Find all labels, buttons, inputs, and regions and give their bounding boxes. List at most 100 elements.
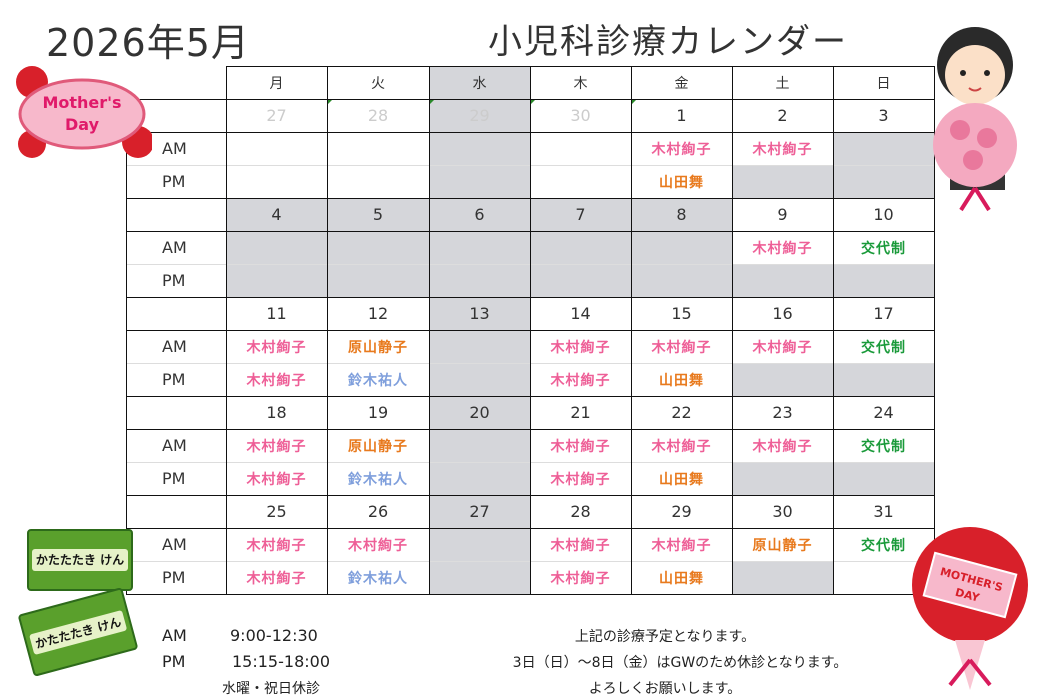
am-slot: 木村絢子	[550, 438, 611, 455]
pm-slot	[226, 165, 327, 198]
am-slot	[429, 330, 530, 363]
grid-line	[732, 66, 733, 594]
pm-slot: 山田舞	[659, 174, 704, 191]
month-title: 2026年5月	[46, 21, 250, 65]
grid-line	[833, 66, 834, 594]
am-slot	[631, 231, 732, 264]
date-cell: 19	[367, 403, 389, 422]
mothers-day-bouquet-image: MOTHER'S DAY	[900, 525, 1040, 695]
am-slot	[429, 231, 530, 264]
date-cell: 28	[570, 502, 591, 521]
date-cell: 29	[671, 502, 692, 521]
pm-slot: 木村絢子	[246, 471, 307, 488]
am-slot: 木村絢子	[246, 438, 307, 455]
am-row-label: AM	[162, 337, 187, 356]
grid-line	[327, 66, 328, 594]
am-slot: 交代制	[861, 339, 906, 356]
am-hours: 9:00-12:30	[230, 626, 318, 645]
am-slot: 木村絢子	[550, 537, 611, 554]
am-slot: 木村絢子	[651, 438, 712, 455]
pm-slot	[732, 363, 833, 396]
am-slot	[226, 132, 327, 165]
pm-slot: 鈴木祐人	[348, 570, 408, 587]
pm-slot	[327, 165, 429, 198]
closed-days-note: 水曜・祝日休診	[222, 681, 320, 697]
grid-line	[126, 594, 934, 595]
am-slot	[429, 132, 530, 165]
date-cell: 30	[772, 502, 793, 521]
pm-slot: 木村絢子	[246, 372, 307, 389]
am-label: AM	[162, 626, 187, 645]
am-slot: 木村絢子	[246, 339, 307, 356]
svg-text:DAY: DAY	[954, 586, 982, 605]
date-cell: 9	[777, 205, 788, 224]
pm-slot: 鈴木祐人	[348, 471, 408, 488]
date-cell: 7	[530, 198, 631, 231]
date-cell: 12	[367, 304, 389, 323]
date-cell: 27	[266, 106, 287, 125]
am-row-label: AM	[162, 238, 187, 257]
grid-line	[631, 66, 632, 594]
am-row-label: AM	[162, 535, 187, 554]
pm-label: PM	[162, 652, 186, 671]
am-slot	[833, 132, 934, 165]
pm-slot	[732, 165, 833, 198]
am-slot: 木村絢子	[348, 537, 408, 554]
date-cell: 6	[429, 198, 530, 231]
am-slot	[429, 429, 530, 462]
pm-slot: 山田舞	[659, 471, 704, 488]
grid-line	[226, 66, 227, 594]
pm-slot	[429, 264, 530, 297]
weekday-header: 水	[429, 66, 530, 99]
am-slot: 木村絢子	[651, 339, 712, 356]
ticket-text: かたたたき けん	[28, 609, 128, 655]
date-cell: 16	[772, 304, 793, 323]
am-slot	[429, 528, 530, 561]
date-cell: 11	[266, 304, 287, 323]
am-slot: 木村絢子	[651, 141, 712, 158]
comment-marker	[530, 99, 536, 105]
am-slot: 交代制	[861, 240, 906, 257]
grid-line	[226, 66, 934, 67]
date-cell: 2	[777, 106, 788, 125]
pm-slot: 山田舞	[659, 372, 704, 389]
pm-slot	[530, 165, 631, 198]
weekday-header: 土	[775, 75, 790, 92]
weekday-header: 木	[573, 75, 588, 92]
pm-slot	[833, 363, 934, 396]
comment-marker	[631, 99, 637, 105]
am-slot: 木村絢子	[752, 339, 813, 356]
pm-slot: 木村絢子	[550, 372, 611, 389]
pm-slot: 鈴木祐人	[348, 372, 408, 389]
date-cell: 21	[570, 403, 591, 422]
date-cell: 15	[671, 304, 692, 323]
am-slot: 木村絢子	[246, 537, 307, 554]
pm-slot	[732, 264, 833, 297]
schedule-note: 上記の診療予定となります。	[574, 629, 756, 645]
pm-slot	[429, 165, 530, 198]
am-row-label: AM	[162, 436, 187, 455]
pm-slot	[327, 264, 429, 297]
pm-slot	[226, 264, 327, 297]
date-cell: 22	[671, 403, 692, 422]
pm-slot: 木村絢子	[246, 570, 307, 587]
am-slot	[226, 231, 327, 264]
am-slot: 交代制	[861, 438, 906, 455]
comment-marker	[327, 99, 333, 105]
pm-slot	[429, 462, 530, 495]
pm-row-label: PM	[162, 172, 186, 191]
date-cell: 28	[367, 106, 389, 125]
pm-slot	[833, 165, 934, 198]
am-slot: 木村絢子	[651, 537, 712, 554]
comment-marker	[429, 99, 435, 105]
pm-slot	[429, 363, 530, 396]
mothers-day-badge-image: Mother's Day	[12, 62, 152, 162]
date-cell: 18	[266, 403, 287, 422]
pm-slot	[530, 264, 631, 297]
calendar-title: 小児科診療カレンダー	[488, 22, 848, 62]
grid-line	[429, 66, 430, 594]
am-slot: 木村絢子	[752, 240, 813, 257]
date-cell: 31	[873, 502, 894, 521]
date-cell: 10	[873, 205, 894, 224]
